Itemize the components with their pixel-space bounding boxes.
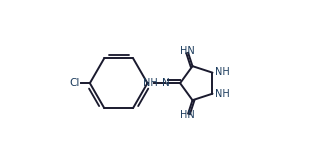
Text: NH: NH: [215, 67, 229, 77]
Text: HN: HN: [180, 46, 195, 56]
Text: NH: NH: [143, 78, 158, 88]
Text: HN: HN: [180, 110, 195, 120]
Text: Cl: Cl: [70, 78, 80, 88]
Text: NH: NH: [215, 89, 229, 100]
Text: N: N: [162, 78, 170, 88]
